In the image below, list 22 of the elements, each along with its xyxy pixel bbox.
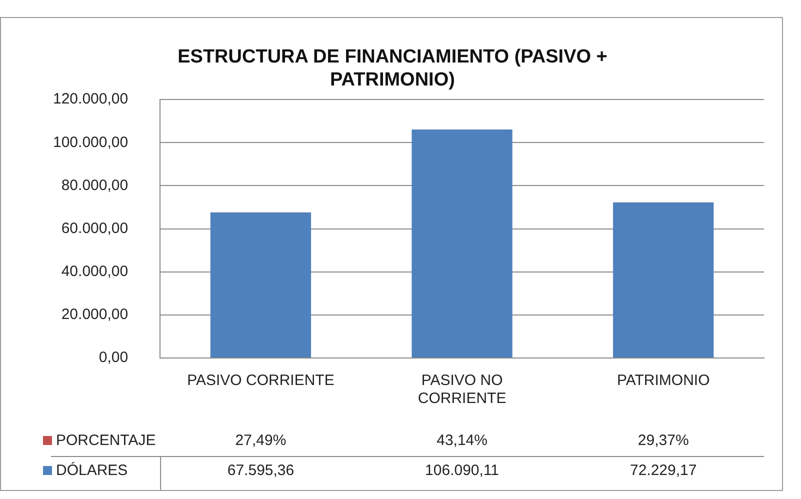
- y-tick-label: 40.000,00: [61, 263, 128, 280]
- y-tick-label: 0,00: [98, 349, 128, 366]
- data-label: 27,49%: [235, 432, 286, 450]
- x-tick-label: PATRIMONIO: [616, 372, 710, 390]
- y-tick-label: 20.000,00: [61, 306, 128, 324]
- y-tick-label: 60.000,00: [61, 220, 128, 237]
- x-tick-label: PASIVO CORRIENTE: [187, 372, 334, 390]
- bar: [412, 130, 512, 358]
- y-tick-label: 100.000,00: [52, 134, 128, 151]
- legend-label: DÓLARES: [56, 461, 128, 480]
- data-label: 106.090,11: [425, 462, 500, 480]
- data-label: 72.229,17: [630, 462, 697, 480]
- x-tick-label: PASIVO NO CORRIENTE: [418, 372, 506, 408]
- data-label: 29,37%: [638, 432, 689, 450]
- legend-label: PORCENTAJE: [56, 432, 156, 450]
- y-tick-label: 80.000,00: [61, 176, 128, 194]
- data-label: 43,14%: [436, 432, 488, 450]
- y-tick-label: 120.000,00: [52, 90, 128, 108]
- data-label: 67.595,36: [227, 462, 294, 480]
- chart-title: ESTRUCTURA DE FINANCIAMIENTO (PASIVO + PATRIMONIO): [178, 46, 608, 90]
- bar: [613, 202, 714, 358]
- bar: [210, 212, 312, 358]
